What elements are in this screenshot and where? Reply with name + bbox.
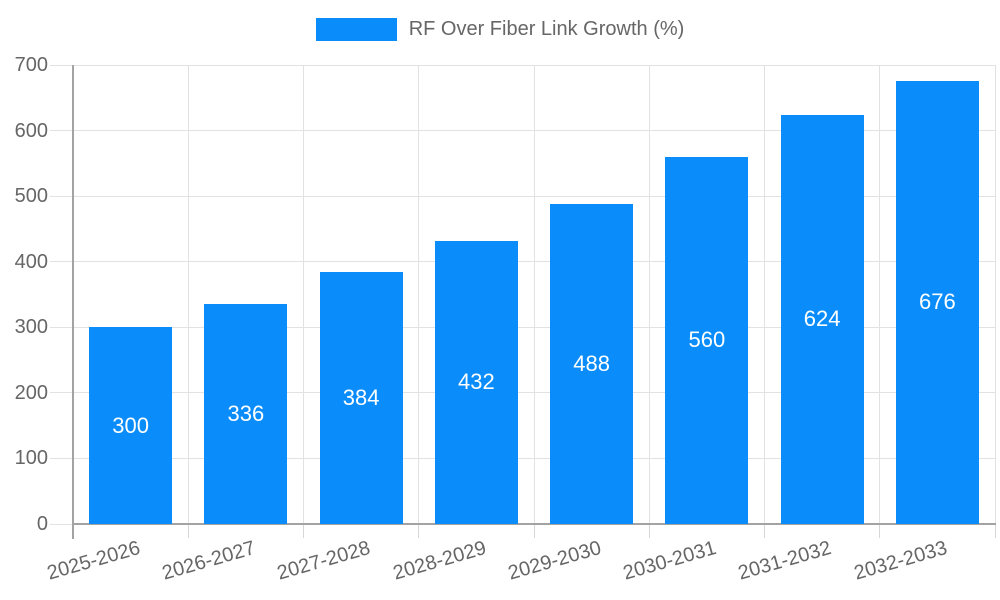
y-tick-label: 300: [14, 316, 48, 339]
x-tick-label: 2029-2030: [505, 537, 604, 585]
bar[interactable]: [434, 240, 518, 524]
bar-value-label: 676: [919, 289, 956, 315]
y-tick: [50, 523, 73, 525]
bar-value-label: 624: [803, 306, 841, 332]
v-gridline: [533, 65, 535, 524]
legend-item[interactable]: RF Over Fiber Link Growth (%): [315, 18, 685, 41]
x-tick: [879, 524, 881, 538]
v-gridline: [648, 65, 650, 524]
y-tick: [50, 195, 73, 197]
x-axis-line: [72, 523, 996, 525]
v-gridline: [303, 65, 304, 524]
x-tick-label: 2028-2029: [390, 537, 489, 585]
bar[interactable]: [550, 204, 634, 524]
bar[interactable]: [204, 303, 288, 524]
x-tick-label: 2025-2026: [44, 537, 143, 585]
bar-value-label: 560: [688, 327, 726, 353]
y-tick-label: 100: [14, 447, 48, 470]
y-tick-label: 500: [14, 185, 48, 208]
y-tick: [50, 457, 73, 459]
y-axis-line: [72, 65, 74, 539]
v-gridline: [418, 65, 420, 524]
bar-value-label: 300: [112, 412, 149, 438]
y-tick-label: 700: [14, 54, 48, 76]
x-tick-label: 2032-2033: [851, 537, 950, 585]
y-tick-label: 200: [14, 381, 48, 404]
v-gridline: [764, 65, 765, 524]
bar[interactable]: [319, 272, 403, 524]
bar-value-label: 488: [573, 351, 610, 376]
x-tick: [994, 524, 996, 538]
x-tick-label: 2031-2032: [736, 537, 835, 585]
y-tick: [50, 326, 73, 328]
bar[interactable]: [89, 327, 173, 524]
x-tick-label: 2030-2031: [620, 537, 719, 585]
x-tick: [648, 524, 650, 538]
x-tick-label: 2026-2027: [159, 537, 258, 585]
bar[interactable]: [780, 114, 864, 524]
bar[interactable]: [895, 80, 979, 524]
x-tick: [187, 524, 189, 538]
v-gridline: [187, 65, 189, 524]
x-tick-label: 2027-2028: [275, 537, 374, 585]
bar-value-label: 336: [227, 400, 265, 426]
legend: RF Over Fiber Link Growth (%): [0, 18, 1000, 41]
y-tick: [50, 130, 73, 132]
x-tick: [303, 524, 304, 538]
y-tick-label: 400: [14, 250, 48, 273]
v-gridline: [994, 65, 996, 524]
y-tick-label: 600: [14, 119, 48, 142]
legend-label: RF Over Fiber Link Growth (%): [408, 18, 685, 40]
bar-value-label: 432: [458, 369, 495, 395]
x-tick: [418, 524, 420, 538]
bar-value-label: 384: [342, 385, 380, 411]
y-tick: [50, 64, 73, 66]
y-tick-label: 0: [36, 513, 48, 535]
x-tick: [764, 524, 765, 538]
x-tick: [533, 524, 535, 538]
y-tick: [50, 392, 73, 394]
v-gridline: [879, 65, 881, 524]
legend-swatch: [315, 18, 397, 41]
y-tick: [50, 261, 73, 263]
bar[interactable]: [665, 156, 749, 524]
